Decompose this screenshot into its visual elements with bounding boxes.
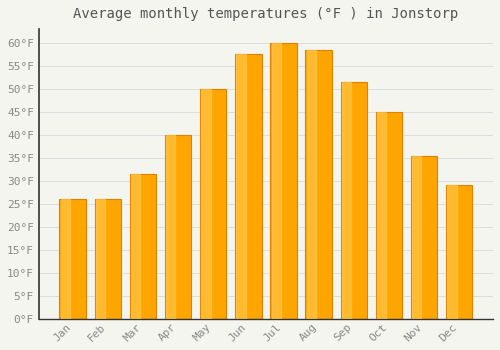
Bar	[94, 199, 121, 319]
Bar	[61, 199, 70, 319]
Bar	[448, 186, 456, 319]
Bar	[202, 89, 210, 319]
Bar	[96, 199, 105, 319]
Bar	[130, 174, 156, 319]
Bar	[446, 186, 472, 319]
Bar	[165, 135, 191, 319]
Bar	[270, 43, 296, 319]
Bar	[235, 54, 262, 319]
Bar	[166, 135, 175, 319]
Bar	[200, 89, 226, 319]
Bar	[272, 43, 281, 319]
Bar	[307, 50, 316, 319]
Bar	[131, 174, 140, 319]
Bar	[377, 112, 386, 319]
Bar	[376, 112, 402, 319]
Bar	[412, 155, 422, 319]
Bar	[411, 155, 438, 319]
Bar	[306, 50, 332, 319]
Bar	[236, 54, 246, 319]
Bar	[342, 82, 351, 319]
Bar	[60, 199, 86, 319]
Title: Average monthly temperatures (°F ) in Jonstorp: Average monthly temperatures (°F ) in Jo…	[74, 7, 458, 21]
Bar	[340, 82, 367, 319]
